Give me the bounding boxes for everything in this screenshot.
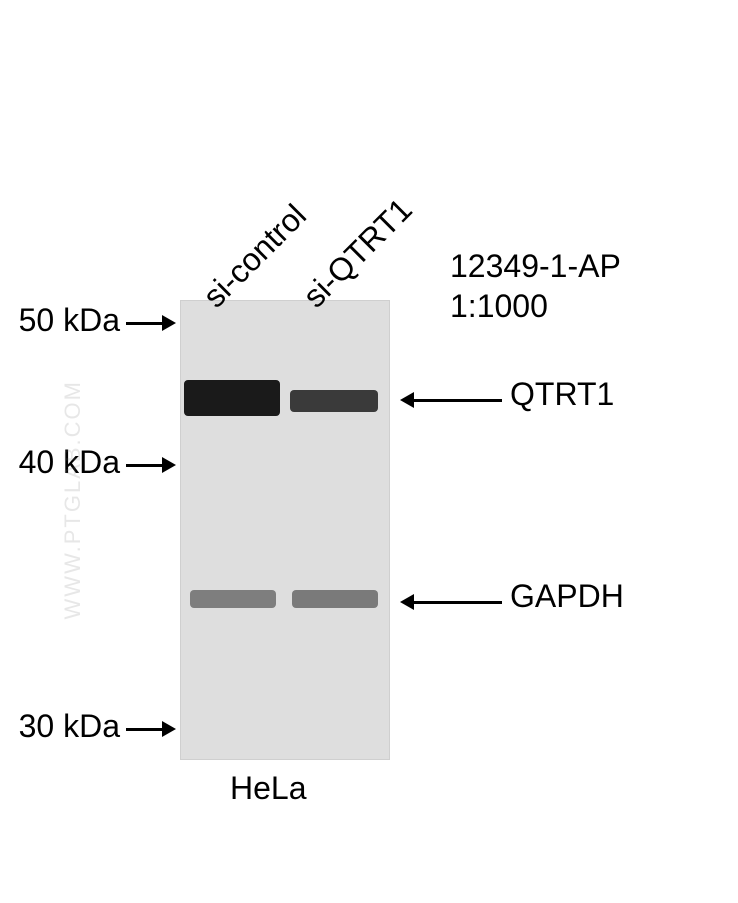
- mw-50-arrow: [126, 315, 176, 331]
- mw-30: 30 kDa: [0, 708, 120, 745]
- watermark: WWW.PTGLAB.COM: [60, 380, 86, 619]
- lane-label-2: si-QTRT1: [296, 191, 420, 315]
- dilution: 1:1000: [450, 288, 548, 325]
- band-gapdh-lane2: [292, 590, 378, 608]
- gapdh-label: GAPDH: [510, 578, 624, 615]
- qtrt1-label: QTRT1: [510, 376, 614, 413]
- cell-line-label: HeLa: [230, 770, 307, 807]
- qtrt1-arrow: [400, 392, 502, 408]
- antibody-id: 12349-1-AP: [450, 248, 621, 285]
- band-qtrt1-lane1: [184, 380, 280, 416]
- lane-label-1: si-control: [196, 197, 314, 315]
- gapdh-arrow: [400, 594, 502, 610]
- mw-40-arrow: [126, 457, 176, 473]
- mw-50: 50 kDa: [0, 302, 120, 339]
- western-blot-figure: si-control si-QTRT1 50 kDa 40 kDa 30 kDa…: [0, 0, 738, 903]
- band-gapdh-lane1: [190, 590, 276, 608]
- band-qtrt1-lane2: [290, 390, 378, 412]
- blot-membrane: [180, 300, 390, 760]
- mw-30-arrow: [126, 721, 176, 737]
